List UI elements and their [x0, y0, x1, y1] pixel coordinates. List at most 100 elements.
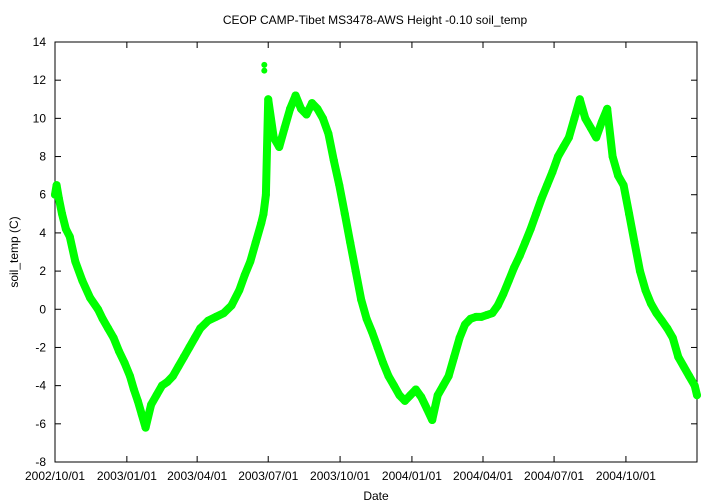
data-point: [120, 358, 129, 367]
data-point: [630, 238, 639, 247]
data-point: [521, 238, 530, 247]
y-axis: -8 -6 -4 -2 0 2 4 6 8 10 12 14: [33, 35, 697, 469]
data-point: [54, 194, 63, 203]
data-point: [646, 299, 655, 308]
data-point: [608, 152, 617, 161]
data-point: [335, 181, 344, 190]
data-point: [324, 129, 333, 138]
data-point: [693, 391, 701, 400]
data-point: [373, 343, 382, 352]
data-point: [586, 123, 595, 132]
data-point: [685, 372, 694, 381]
data-point: [444, 372, 453, 381]
data-point: [340, 209, 349, 218]
data-point: [641, 286, 650, 295]
data-point: [411, 385, 420, 394]
data-point: [227, 301, 236, 310]
data-point: [163, 377, 172, 386]
data-point: [61, 225, 70, 234]
data-point: [318, 114, 327, 123]
data-point: [104, 324, 113, 333]
data-point: [346, 238, 355, 247]
x-tick-label: 2004/10/01: [596, 469, 656, 483]
data-point: [635, 267, 644, 276]
x-tick-label: 2004/01/01: [382, 469, 442, 483]
x-tick-label: 2004/04/01: [453, 469, 513, 483]
data-point: [307, 99, 316, 108]
data-point: [652, 309, 661, 318]
data-point: [428, 416, 437, 424]
data-point: [115, 347, 124, 356]
y-axis-label: soil_temp (C): [7, 216, 21, 287]
y-tick-label: 8: [39, 150, 46, 164]
data-point: [152, 391, 161, 400]
data-point: [357, 295, 366, 304]
outlier-point: [261, 61, 268, 68]
x-tick-label: 2003/01/01: [97, 469, 157, 483]
data-point: [663, 324, 672, 333]
data-point: [98, 314, 107, 323]
data-point: [52, 181, 61, 190]
data-point: [174, 362, 183, 371]
data-point: [570, 114, 579, 123]
data-point: [564, 133, 573, 142]
data-point: [147, 400, 156, 409]
data-point: [597, 118, 606, 127]
data-point: [351, 267, 360, 276]
data-point: [619, 181, 628, 190]
data-point: [86, 293, 95, 302]
data-point: [499, 290, 508, 298]
data-point: [575, 95, 584, 104]
data-point: [406, 391, 415, 400]
data-point: [368, 328, 377, 337]
data-point: [246, 257, 255, 266]
data-point: [168, 372, 177, 381]
data-point: [400, 396, 409, 405]
data-point: [261, 190, 270, 199]
data-point: [219, 309, 228, 318]
data-point: [251, 238, 260, 247]
data-point: [302, 110, 311, 119]
data-point: [422, 404, 431, 413]
data-point: [280, 123, 289, 132]
y-tick-label: 12: [33, 73, 47, 87]
x-tick-label: 2004/07/01: [524, 469, 584, 483]
data-point: [504, 276, 513, 285]
x-tick-label: 2003/10/01: [310, 469, 370, 483]
data-point: [129, 385, 138, 394]
data-point: [204, 316, 213, 325]
data-point: [259, 209, 268, 218]
data-point: [329, 156, 338, 165]
data-point: [461, 320, 470, 329]
y-tick-label: 10: [33, 111, 47, 125]
data-point: [433, 391, 442, 400]
data-point: [313, 104, 322, 113]
x-axis: 2002/10/01 2003/01/01 2003/04/01 2003/07/01…: [25, 42, 656, 483]
data-point: [657, 316, 666, 325]
data-point: [240, 270, 249, 279]
data-point: [603, 104, 612, 113]
data-point: [395, 391, 404, 400]
y-tick-label: 4: [39, 226, 46, 240]
data-point: [133, 396, 142, 405]
data-point: [543, 181, 552, 190]
data-point: [190, 333, 199, 342]
x-tick-label: 2002/10/01: [25, 469, 85, 483]
data-point: [211, 312, 220, 321]
data-point: [379, 358, 388, 367]
data-point: [668, 333, 677, 342]
x-axis-label: Date: [363, 489, 389, 503]
chart-title: CEOP CAMP-Tibet MS3478-AWS Height -0.10 …: [223, 13, 528, 27]
data-point: [125, 372, 134, 381]
data-point: [417, 393, 426, 402]
y-tick-label: 2: [39, 264, 46, 278]
data-point: [257, 219, 266, 228]
data-point: [275, 143, 284, 151]
data-point: [532, 209, 541, 218]
y-tick-label: 0: [39, 302, 46, 316]
data-point: [674, 353, 683, 361]
data-point: [384, 372, 393, 381]
data-point: [690, 381, 699, 390]
data-point: [71, 257, 80, 266]
data-point: [93, 305, 102, 314]
